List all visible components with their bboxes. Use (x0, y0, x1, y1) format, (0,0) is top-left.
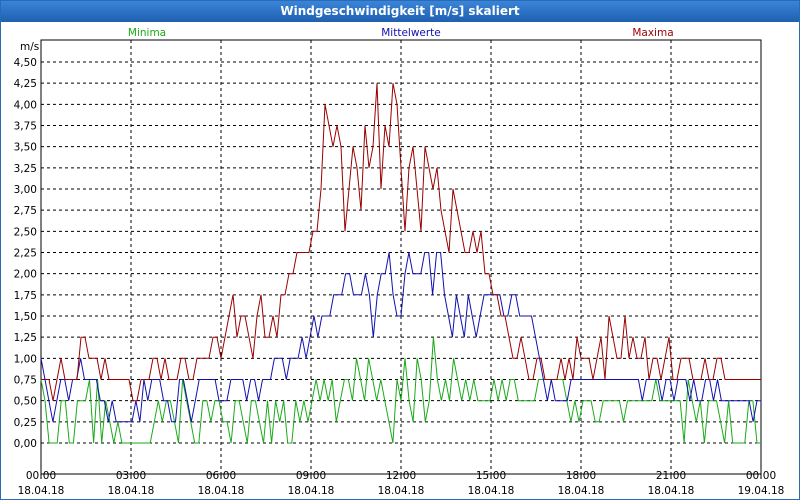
series-line-maxima (41, 83, 761, 402)
y-tick-label: 4,25 (14, 78, 37, 90)
series-line-minima (40, 337, 761, 444)
y-tick-label: 0,75 (14, 375, 37, 387)
legend-maxima: Maxima (632, 27, 673, 39)
x-tick-time: 12:00 (386, 470, 416, 482)
x-tick-time: 00:00 (26, 470, 56, 482)
legend-minima: Minima (128, 27, 166, 39)
x-tick-time: 09:00 (296, 470, 326, 482)
y-tick-label: 2,00 (14, 269, 37, 281)
y-tick-label: 3,00 (14, 184, 37, 196)
x-tick-time: 21:00 (656, 470, 686, 482)
wind-speed-chart: Minima Mittelwerte Maxima m/s 0,000,250,… (14, 27, 785, 497)
y-tick-label: 0,00 (14, 438, 37, 450)
y-tick-label: 0,25 (14, 417, 37, 429)
y-tick-label: 2,25 (14, 248, 37, 260)
y-tick-label: 3,25 (14, 163, 37, 175)
y-axis-unit: m/s (20, 41, 39, 53)
series-line-mittelwerte (40, 252, 761, 423)
x-tick-time: 06:00 (206, 470, 236, 482)
x-tick-time: 18:00 (566, 470, 596, 482)
x-tick-date: 18.04.18 (558, 485, 605, 497)
y-tick-label: 1,00 (14, 353, 37, 365)
x-tick-date: 18.04.18 (648, 485, 695, 497)
x-tick-date: 18.04.18 (288, 485, 335, 497)
x-tick-labels: 00:00 18.04.18 03:00 18.04.18 06:00 18.04.18 0… (18, 470, 785, 497)
y-tick-label: 2,75 (14, 205, 37, 217)
y-tick-label: 4,00 (14, 99, 37, 111)
x-tick-time: 03:00 (116, 470, 146, 482)
window-title: Windgeschwindigkeit [m/s] skaliert (1, 1, 799, 22)
grid (40, 39, 762, 479)
legend-mittelwerte: Mittelwerte (381, 27, 441, 39)
y-tick-label: 1,75 (14, 290, 37, 302)
y-tick-label: 4,50 (14, 57, 37, 69)
y-tick-labels: 0,00 0,25 0,50 0,75 1,00 1,25 1,50 1,75 2,00 2,25… (14, 57, 37, 450)
y-tick-label: 0,50 (14, 396, 37, 408)
x-tick-date: 18.04.18 (18, 485, 65, 497)
y-tick-label: 1,25 (14, 332, 37, 344)
x-tick-date: 19.04.18 (738, 485, 785, 497)
x-tick-date: 18.04.18 (198, 485, 245, 497)
x-tick-time: 00:00 (746, 470, 776, 482)
y-tick-label: 2,50 (14, 226, 37, 238)
series-lines (40, 83, 761, 444)
x-tick-time: 15:00 (476, 470, 506, 482)
y-tick-label: 1,50 (14, 311, 37, 323)
x-tick-date: 18.04.18 (468, 485, 515, 497)
x-tick-date: 18.04.18 (378, 485, 425, 497)
y-tick-label: 3,50 (14, 142, 37, 154)
x-tick-date: 18.04.18 (108, 485, 155, 497)
y-tick-label: 3,75 (14, 121, 37, 133)
